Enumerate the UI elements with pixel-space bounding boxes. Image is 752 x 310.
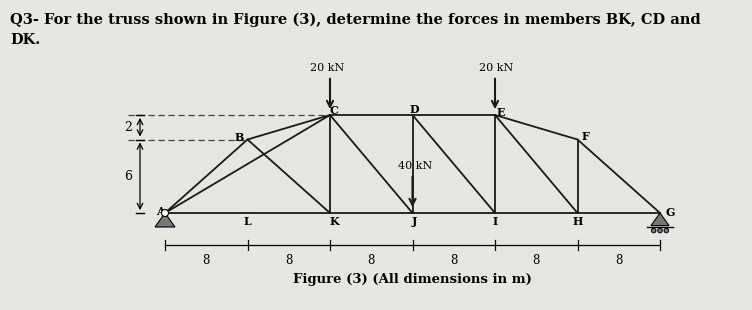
Circle shape	[664, 228, 669, 233]
Circle shape	[658, 228, 663, 233]
Text: 40 kN: 40 kN	[398, 161, 432, 171]
Text: J: J	[411, 216, 417, 227]
Text: 8: 8	[532, 254, 540, 267]
Text: 20 kN: 20 kN	[311, 63, 344, 73]
Text: K: K	[329, 216, 339, 227]
Text: Figure (3) (All dimensions in m): Figure (3) (All dimensions in m)	[293, 273, 532, 286]
Text: 8: 8	[615, 254, 623, 267]
Text: 20 kN: 20 kN	[480, 63, 514, 73]
Text: 2: 2	[124, 121, 132, 134]
Circle shape	[162, 210, 168, 216]
Text: B: B	[235, 132, 244, 143]
Text: DK.: DK.	[10, 33, 41, 47]
Text: G: G	[666, 207, 675, 218]
Text: 8: 8	[202, 254, 210, 267]
Text: H: H	[572, 216, 583, 227]
Circle shape	[651, 228, 656, 233]
Text: I: I	[493, 216, 498, 227]
Text: A: A	[156, 206, 165, 217]
Text: C: C	[329, 105, 338, 116]
Polygon shape	[651, 213, 669, 226]
Text: Q3- For the truss shown in Figure (3), determine the forces in members BK, CD an: Q3- For the truss shown in Figure (3), d…	[10, 13, 701, 27]
Text: 8: 8	[450, 254, 457, 267]
Polygon shape	[155, 213, 175, 227]
Text: F: F	[582, 131, 590, 142]
Text: D: D	[409, 104, 419, 115]
Text: 8: 8	[368, 254, 375, 267]
Text: 6: 6	[124, 170, 132, 183]
Text: 8: 8	[285, 254, 293, 267]
Text: L: L	[244, 216, 251, 227]
Text: E: E	[496, 107, 505, 118]
